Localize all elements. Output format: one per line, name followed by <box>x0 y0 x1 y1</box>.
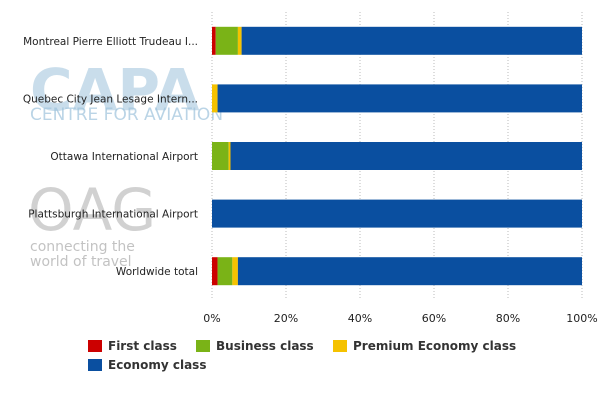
watermark-layer: CAPA CENTRE FOR AVIATION OAG connecting … <box>28 56 223 270</box>
bar-segment <box>212 142 229 170</box>
bar-segment <box>237 26 242 55</box>
category-label: Plattsburgh International Airport <box>28 209 198 221</box>
bar-segment <box>228 142 231 170</box>
legend-swatch <box>88 340 102 352</box>
bar-segment <box>237 257 582 286</box>
bar-segment <box>232 257 238 286</box>
bar-segment <box>217 257 233 286</box>
x-tick-label: 0% <box>203 312 220 325</box>
legend-label: Business class <box>216 339 314 353</box>
x-tick-label: 40% <box>348 312 372 325</box>
oag-logo-watermark: OAG <box>28 176 156 244</box>
x-tick-label: 80% <box>496 312 520 325</box>
bar-segment <box>212 199 582 228</box>
oag-tagline-line1-watermark: connecting the <box>30 239 135 255</box>
legend-swatch <box>333 340 347 352</box>
oag-tagline-line2-watermark: world of travel <box>30 254 132 270</box>
bar-segment <box>215 26 238 55</box>
category-label: Quebec City Jean Lesage Intern... <box>23 93 198 105</box>
category-label: Ottawa International Airport <box>50 151 198 163</box>
x-axis-ticks: 0% 20% 40% 60% 80% 100% <box>203 312 597 325</box>
bar-segment <box>212 26 216 55</box>
bar-segment <box>230 142 582 170</box>
x-tick-label: 100% <box>566 312 597 325</box>
category-label: Worldwide total <box>116 266 198 278</box>
category-labels: Montreal Pierre Elliott Trudeau I... Queb… <box>23 36 198 278</box>
legend-swatch <box>196 340 210 352</box>
legend-swatch <box>88 359 102 371</box>
bars <box>212 26 583 286</box>
capa-logo-watermark: CAPA <box>30 56 200 124</box>
bar-segment <box>212 84 218 113</box>
capa-tagline-watermark: CENTRE FOR AVIATION <box>30 105 223 125</box>
bar-segment <box>241 26 582 55</box>
x-tick-label: 60% <box>422 312 446 325</box>
legend-label: Premium Economy class <box>353 339 516 353</box>
bar-segment <box>217 84 583 113</box>
bar-segment <box>212 257 218 286</box>
legend-label: First class <box>108 339 177 353</box>
x-tick-label: 20% <box>274 312 298 325</box>
legend: First class Business class Premium Economy… <box>88 339 516 372</box>
legend-label: Economy class <box>108 358 206 372</box>
category-label: Montreal Pierre Elliott Trudeau I... <box>23 36 198 48</box>
